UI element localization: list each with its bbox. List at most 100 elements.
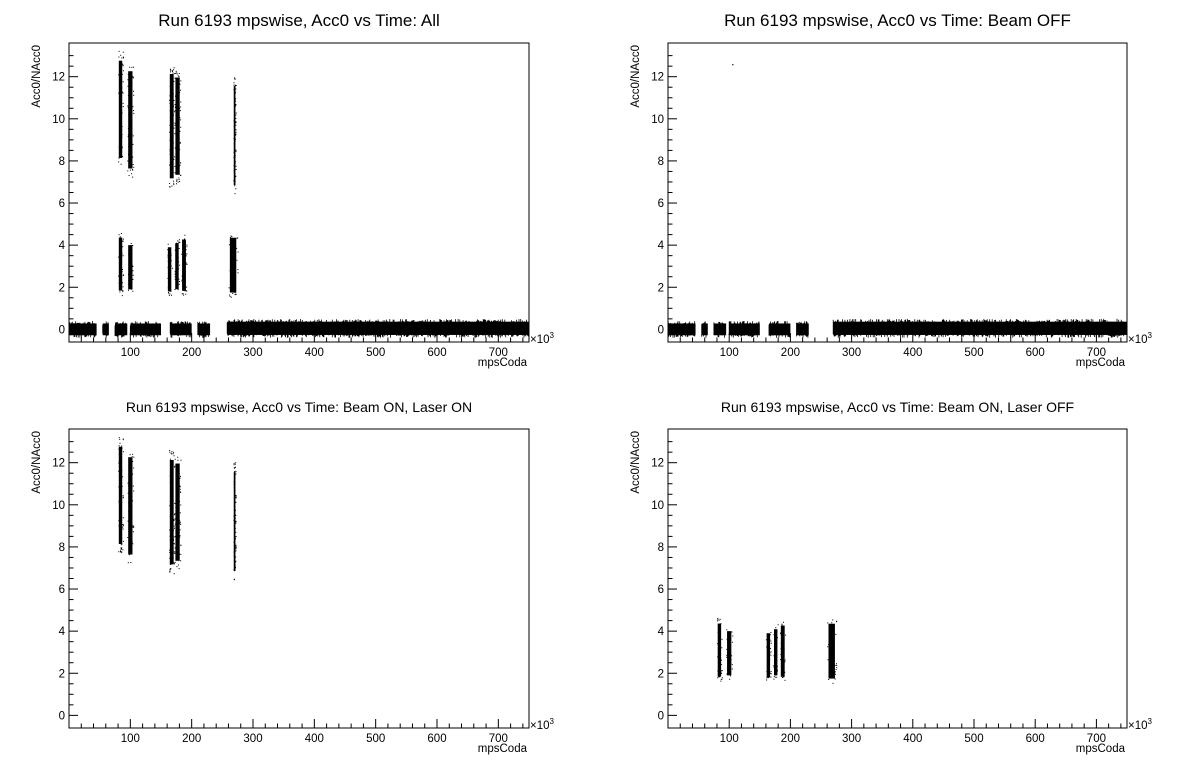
data-point-noise xyxy=(114,321,127,338)
x-tick-label: 200 xyxy=(182,733,201,745)
data-point-cluster xyxy=(167,243,173,296)
data-point-scatter xyxy=(167,243,173,296)
data-point-scatter xyxy=(780,621,787,681)
data-point-column xyxy=(717,623,722,677)
y-tick-label: 4 xyxy=(658,626,665,638)
data-series xyxy=(68,50,530,338)
data-point-cluster xyxy=(780,621,787,681)
y-tick-label: 2 xyxy=(658,282,664,294)
y-tick-label: 4 xyxy=(59,626,66,638)
x-tick-label: 600 xyxy=(427,733,446,745)
x-tick-label: 300 xyxy=(243,347,262,359)
data-point-cluster xyxy=(68,321,97,338)
x-axis-ticks: 100 200 300 400 500 600 700 xyxy=(679,719,1122,745)
y-tick-label: 12 xyxy=(651,72,664,84)
x-tick-label: 700 xyxy=(489,347,508,359)
x-tick-label: 100 xyxy=(720,733,739,745)
data-point-column xyxy=(182,239,186,291)
data-point-cluster xyxy=(169,449,176,575)
plot-frame xyxy=(667,42,1128,343)
y-tick-label: 10 xyxy=(52,114,65,126)
y-axis-label: Acc0/NAcc0 xyxy=(630,45,642,108)
data-point-scatter xyxy=(127,66,135,178)
data-point-noise xyxy=(796,321,809,338)
data-point-column xyxy=(233,86,236,186)
x-tick-label: 700 xyxy=(1087,347,1106,359)
data-point-column xyxy=(727,631,732,676)
data-point-column xyxy=(233,472,236,572)
data-point-scatter xyxy=(118,50,124,165)
plot-panel-2: Run 6193 mpswise, Acc0 vs Time: Beam OFF… xyxy=(630,11,1153,369)
x-axis-multiplier: ×103 xyxy=(1128,331,1153,346)
data-point-scatter xyxy=(127,453,135,564)
data-point-cluster xyxy=(169,321,192,338)
data-point-column xyxy=(128,457,133,555)
y-tick-label: 0 xyxy=(59,324,65,336)
data-series xyxy=(717,618,838,684)
y-axis-label: Acc0/NAcc0 xyxy=(630,431,642,494)
y-tick-label: 12 xyxy=(52,458,65,470)
x-axis-ticks: 100 200 300 400 500 600 700 xyxy=(80,719,524,745)
plot-title: Run 6193 mpswise, Acc0 vs Time: All xyxy=(158,11,440,30)
x-tick-label: 200 xyxy=(781,733,800,745)
plot-panel-1: Run 6193 mpswise, Acc0 vs Time: All 0 2 4 6 8… xyxy=(31,11,555,369)
y-tick-label: 12 xyxy=(651,458,664,470)
plot-frame xyxy=(68,428,530,729)
data-point-cluster xyxy=(118,437,124,554)
y-tick-label: 4 xyxy=(59,240,66,252)
x-tick-label: 700 xyxy=(489,733,508,745)
x-tick-label: 200 xyxy=(182,347,201,359)
y-tick-label: 8 xyxy=(59,542,65,554)
data-point-scatter xyxy=(827,619,838,684)
data-point-cluster xyxy=(129,321,161,338)
y-tick-label: 6 xyxy=(59,198,65,210)
x-tick-label: 600 xyxy=(1026,733,1045,745)
data-point-scatter xyxy=(169,67,176,188)
data-point-cluster xyxy=(827,619,838,684)
data-point-cluster xyxy=(181,234,188,296)
data-point-scatter xyxy=(118,437,124,554)
data-point-scatter xyxy=(118,233,124,297)
y-tick-label: 8 xyxy=(658,542,664,554)
y-tick-label: 10 xyxy=(651,114,664,126)
data-point-scatter xyxy=(174,456,182,570)
data-point-column xyxy=(175,77,180,175)
y-axis-label: Acc0/NAcc0 xyxy=(31,45,43,108)
x-axis-label: mpsCoda xyxy=(478,743,528,755)
data-point-column xyxy=(167,247,172,292)
y-axis-ticks: 0 2 4 6 8 10 12 xyxy=(651,55,677,336)
x-tick-label: 400 xyxy=(305,347,324,359)
y-tick-label: 2 xyxy=(658,668,664,680)
data-point-column xyxy=(169,73,174,179)
y-tick-label: 0 xyxy=(658,324,664,336)
data-point-scatter xyxy=(233,462,237,581)
x-axis-label: mpsCoda xyxy=(1076,743,1126,755)
y-tick-label: 4 xyxy=(658,240,665,252)
data-point-noise xyxy=(68,321,97,338)
x-tick-label: 100 xyxy=(720,347,739,359)
data-point-column xyxy=(780,625,785,677)
y-axis-label: Acc0/NAcc0 xyxy=(31,431,43,494)
data-point-scatter xyxy=(169,449,176,575)
x-tick-label: 700 xyxy=(1087,733,1106,745)
data-point-cluster xyxy=(233,77,237,195)
data-point-cluster xyxy=(118,233,124,297)
x-tick-label: 500 xyxy=(964,733,983,745)
x-tick-label: 300 xyxy=(842,733,861,745)
data-point-scatter xyxy=(174,70,182,185)
y-tick-label: 6 xyxy=(658,198,664,210)
data-point-cluster xyxy=(701,321,708,338)
data-point-cluster xyxy=(773,624,779,680)
y-tick-label: 10 xyxy=(52,500,65,512)
y-tick-label: 10 xyxy=(651,500,664,512)
data-point-band xyxy=(701,323,708,336)
data-point-cluster xyxy=(713,321,727,338)
data-point-cluster xyxy=(717,618,723,682)
y-axis-ticks: 0 2 4 6 8 10 12 xyxy=(52,55,78,336)
x-axis-ticks: 100 200 300 400 500 600 700 xyxy=(679,333,1122,359)
data-point-noise xyxy=(129,321,161,338)
plot-frame xyxy=(68,42,530,343)
y-tick-label: 6 xyxy=(59,584,65,596)
x-tick-label: 400 xyxy=(903,347,922,359)
y-tick-label: 0 xyxy=(658,710,664,722)
